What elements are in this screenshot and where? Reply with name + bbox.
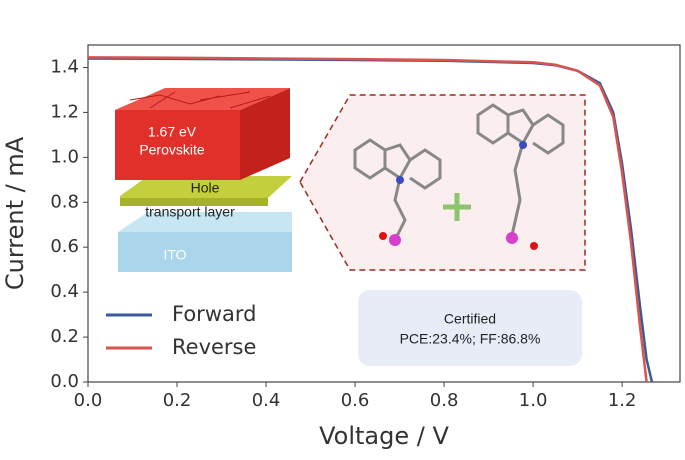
inset-label: transport layer [145, 204, 235, 220]
certified-title: Certified [444, 311, 496, 327]
x-tick-label: 0.2 [163, 390, 192, 411]
inset-label: Hole [191, 180, 220, 196]
x-tick-label: 0.6 [341, 390, 370, 411]
foreground: Forward Reverse [106, 302, 256, 359]
plot-frame [87, 44, 681, 383]
y-tick-label: 0.0 [50, 371, 79, 392]
y-axis-label: Current / mA [1, 136, 29, 290]
device-stack: 1.67 eV Perovskite Hole transport layer … [115, 88, 292, 272]
atom [530, 242, 538, 250]
plot: 0.0 0.2 0.4 0.6 0.8 1.0 1.2 0.0 0.2 0.4 0.6 0.8 1.0 1… [1, 44, 681, 450]
ito-top [118, 212, 292, 232]
atom [519, 141, 527, 149]
perovskite-front [115, 110, 240, 180]
legend-label: Forward [172, 302, 256, 326]
molecule-2 [476, 103, 565, 236]
perovskite-top [115, 88, 290, 110]
grain-lines [129, 91, 271, 109]
plus-sign [443, 193, 471, 221]
legend-label: Reverse [172, 335, 256, 359]
y-tick-label: 1.4 [50, 56, 79, 77]
y-tick-label: 1.0 [50, 146, 79, 167]
x-tick-label: 0.8 [430, 390, 459, 411]
atom [506, 232, 518, 244]
x-tick-label: 0.0 [74, 390, 103, 411]
atom [389, 234, 401, 246]
molecule-1 [353, 138, 442, 241]
x-tick-label: 1.2 [608, 390, 637, 411]
x-axis-label: Voltage / V [319, 422, 449, 450]
y-tick-label: 1.2 [50, 101, 79, 122]
inset-label: ITO [163, 247, 186, 263]
inset-label: 1.67 eV [148, 124, 197, 140]
ito-layer [118, 232, 292, 272]
htl-edge [120, 198, 268, 206]
y-tick-label: 0.8 [50, 191, 79, 212]
series-line [87, 56, 648, 383]
y-tick-label: 0.2 [50, 326, 79, 347]
certified-box: Certified PCE:23.4%; FF:86.8% [358, 290, 582, 366]
y-tick-label: 0.4 [50, 281, 79, 302]
molecule-box [299, 94, 586, 271]
atom [379, 232, 387, 240]
x-tick-label: 1.0 [519, 390, 548, 411]
perovskite-side [240, 88, 290, 180]
atom [396, 176, 404, 184]
inset-label: Perovskite [139, 142, 205, 158]
y-tick-label: 0.6 [50, 236, 79, 257]
molecule-panel [299, 94, 586, 271]
certified-text: PCE:23.4%; FF:86.8% [400, 331, 541, 347]
certified-bg [358, 290, 582, 366]
htl-layer [120, 176, 292, 198]
x-tick-label: 0.4 [252, 390, 281, 411]
